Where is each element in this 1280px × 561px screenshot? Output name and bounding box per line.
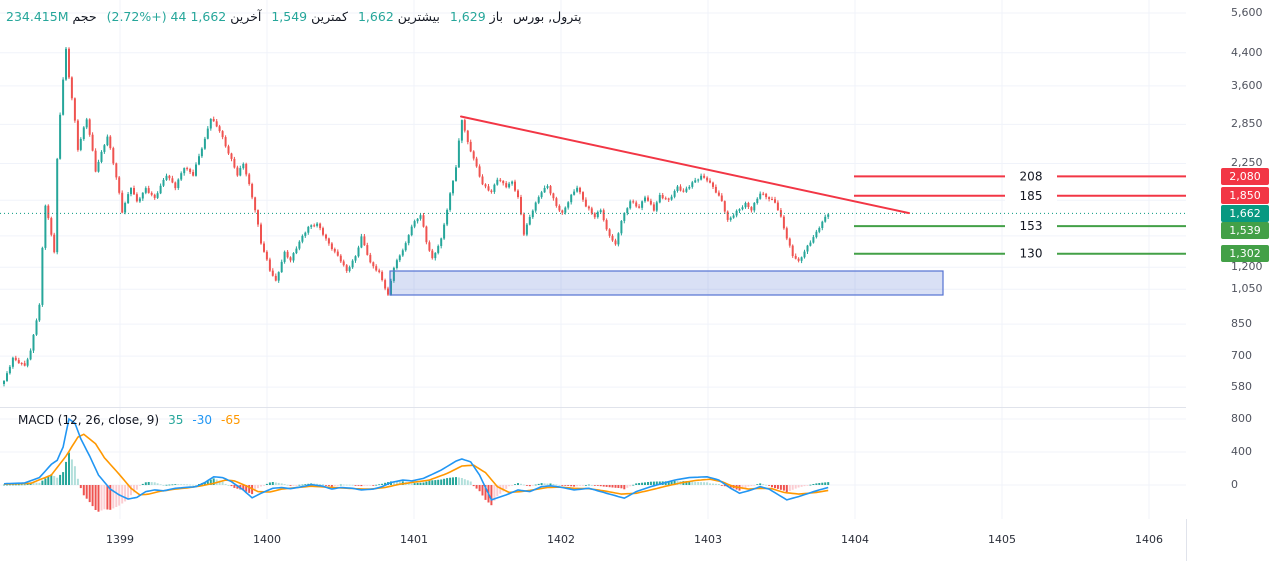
legend-change-value: 44 (+2.72%) — [106, 9, 187, 24]
legend-field-value: 234.415M — [6, 9, 69, 24]
price-tick-label: 2,250 — [1231, 156, 1263, 170]
price-axis[interactable]: 5,600 4,400 3,600 2,850 2,250 1,200 1,050 850 70… — [1186, 0, 1280, 519]
legend-field-label: آخرین — [230, 9, 262, 24]
svg-text:130: 130 — [1020, 247, 1043, 261]
macd-status-value: -65 — [221, 413, 241, 427]
price-level-badge[interactable]: 1,539 — [1221, 222, 1269, 240]
legend-field-1: بیشترین 1,662 — [358, 9, 440, 24]
support-zone-rectangle[interactable] — [389, 270, 944, 296]
price-tick-label: 4,400 — [1231, 45, 1263, 59]
symbol-title[interactable]: پترول, بورس — [512, 9, 582, 24]
legend-field-label: حجم — [72, 9, 97, 24]
level-line-185[interactable]: 185 — [854, 187, 1186, 204]
price-level-badge[interactable]: 1,302 — [1221, 245, 1269, 263]
price-tick-label: 1,200 — [1231, 260, 1263, 274]
level-line-130[interactable]: 130 — [854, 245, 1186, 262]
price-level-badge[interactable]: 1,850 — [1221, 187, 1269, 205]
macd-status-value: -30 — [192, 413, 213, 427]
legend-field-value: 1,662 — [190, 9, 227, 24]
svg-text:185: 185 — [1020, 189, 1043, 203]
macd-tick-label: 0 — [1231, 478, 1238, 491]
legend-field-label: کمترین — [311, 9, 348, 24]
macd-tick-label: 800 — [1231, 412, 1252, 425]
macd-line — [3, 417, 829, 501]
legend-field-value: 1,629 — [449, 9, 486, 24]
price-tick-label: 5,600 — [1231, 6, 1263, 19]
year-label: 1401 — [400, 533, 428, 546]
legend-field-value: 1,549 — [271, 9, 308, 24]
legend-field-label: بیشترین — [397, 9, 440, 24]
legend-field-value: 1,662 — [357, 9, 394, 24]
price-tick-label: 2,850 — [1231, 117, 1263, 131]
macd-legend: MACD (12, 26, close, 9) 35 -30 -65 — [18, 413, 241, 427]
last-price-badge[interactable]: 1,662 — [1221, 204, 1269, 222]
year-label: 1404 — [841, 533, 869, 546]
price-tick-label: 1,050 — [1231, 282, 1263, 296]
level-line-208[interactable]: 208 — [854, 168, 1186, 185]
descending-trendline[interactable] — [460, 115, 910, 215]
price-tick-label: 850 — [1231, 317, 1252, 331]
year-label: 1400 — [253, 533, 281, 546]
price-pane-canvas[interactable]: 208 185 153 130 — [0, 0, 1186, 407]
svg-text:153: 153 — [1020, 219, 1043, 233]
year-label: 1402 — [547, 533, 575, 546]
legend-field-0: باز 1,629 — [450, 9, 503, 24]
legend-field-3: آخرین 1,662 44 (+2.72%) — [107, 9, 262, 24]
year-label: 1405 — [988, 533, 1016, 546]
price-level-badge[interactable]: 2,080 — [1221, 167, 1269, 185]
price-tick-label: 3,600 — [1231, 78, 1263, 92]
price-tick-label: 580 — [1231, 380, 1252, 394]
svg-text:208: 208 — [1020, 169, 1043, 183]
level-line-153[interactable]: 153 — [854, 218, 1186, 235]
ohlc-legend: پترول, بورس باز 1,629 بیشترین 1,662 کمترین 1,… — [6, 9, 581, 24]
legend-field-4: حجم 234.415M — [6, 9, 97, 24]
year-label: 1399 — [106, 533, 134, 546]
macd-indicator-title[interactable]: MACD (12, 26, close, 9) — [18, 413, 160, 427]
price-tick-label: 700 — [1231, 349, 1252, 363]
year-label: 1403 — [694, 533, 722, 546]
macd-tick-label: 400 — [1231, 445, 1252, 458]
legend-field-2: کمترین 1,549 — [271, 9, 348, 24]
pane-divider[interactable] — [0, 407, 1186, 408]
candlestick-series — [3, 47, 830, 387]
time-axis[interactable]: 1399 1400 1401 1402 1403 1404 1405 1406 — [0, 519, 1186, 561]
macd-pane-canvas[interactable] — [0, 407, 1186, 519]
year-label: 1406 — [1135, 533, 1163, 546]
macd-status-value: 35 — [168, 413, 184, 427]
legend-field-label: باز — [489, 9, 503, 24]
